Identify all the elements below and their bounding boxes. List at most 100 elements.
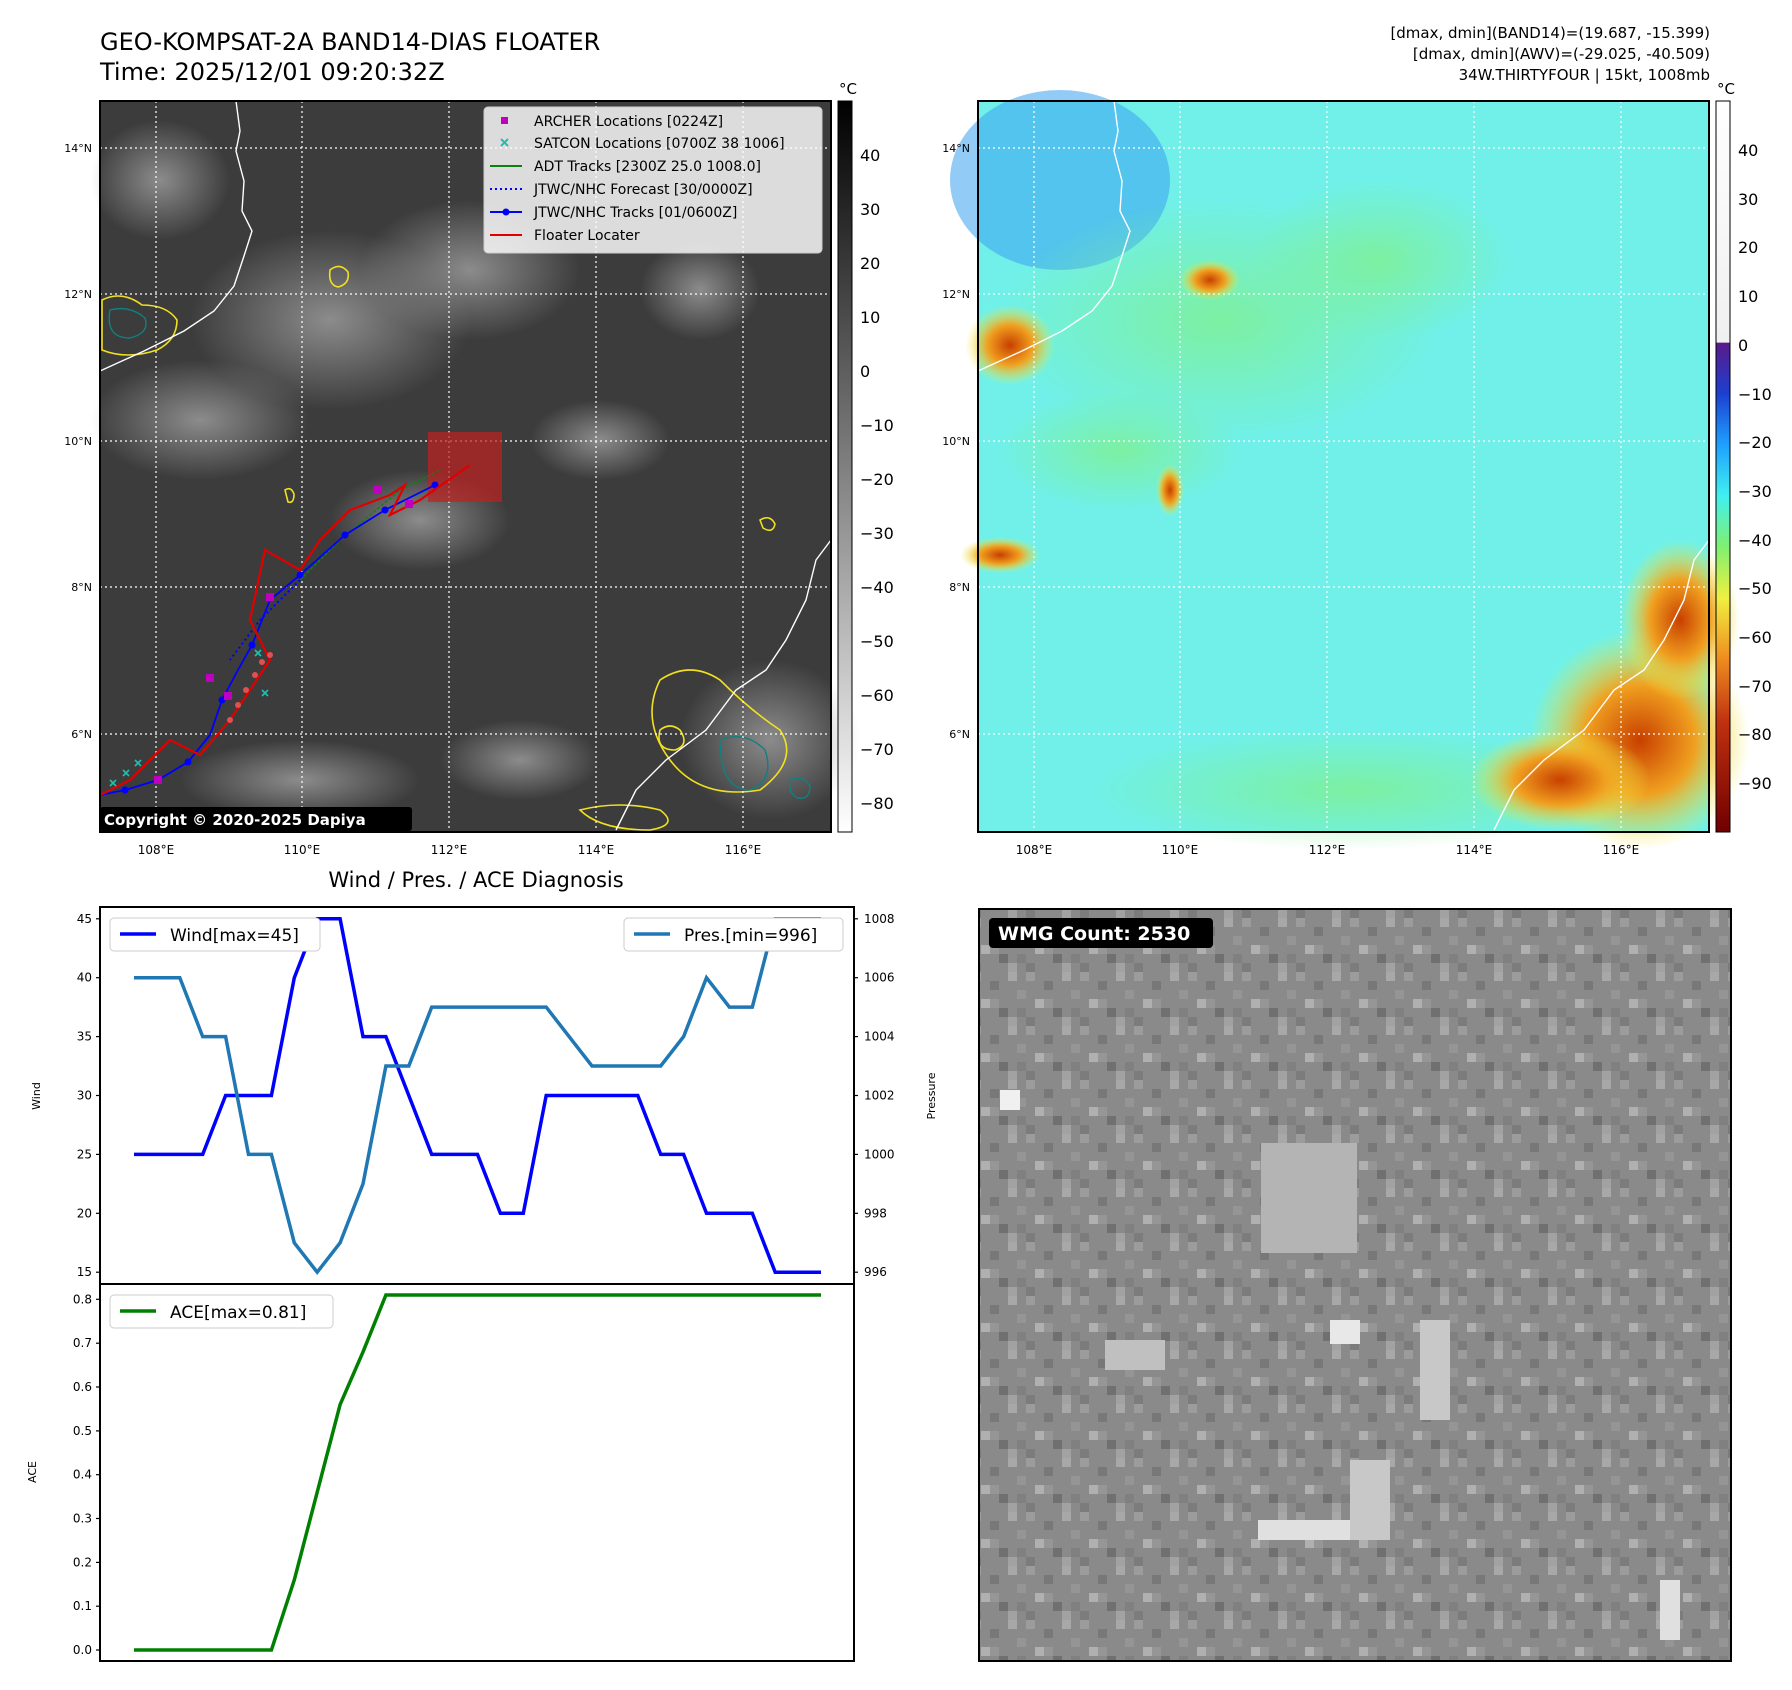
wind-tick-label: 20 (77, 1206, 92, 1220)
ace-legend: ACE[max=0.81] (109, 1294, 334, 1329)
wind-axis-ticks: 45 40 35 30 25 20 15 (77, 912, 100, 1279)
legend-satcon-marker (500, 138, 509, 147)
info-awv-range: [dmax, dmin](AWV)=(-29.025, -40.509) (1413, 45, 1710, 63)
svg-text:−20: −20 (860, 470, 894, 489)
svg-text:110°E: 110°E (1162, 843, 1199, 857)
svg-text:12°N: 12°N (942, 288, 970, 301)
pressure-series-line (134, 917, 821, 1276)
left-colorbar-ticks: 40 30 20 10 0 −10 −20 −30 −40 −50 −60 −7… (860, 146, 894, 813)
wmg-count-label: WMG Count: 2530 (998, 923, 1190, 945)
wind-series-line (134, 917, 821, 1274)
pressure-axis-label: Pressure (925, 1072, 938, 1119)
wmg-frame (978, 908, 1732, 1662)
svg-text:−40: −40 (860, 578, 894, 597)
svg-text:108°E: 108°E (138, 843, 175, 857)
right-colorbar-ticks: 40 30 20 10 0 −10 −20 −30 −40 −50 −60 −7… (1738, 141, 1772, 793)
pressure-tick-label: 998 (864, 1206, 887, 1220)
svg-text:108°E: 108°E (1016, 843, 1053, 857)
wind-legend-label: Wind[max=45] (170, 926, 299, 946)
legend-floater-label: Floater Locater (534, 228, 640, 244)
ace-plot-frame (99, 1283, 855, 1662)
figure-time: Time: 2025/12/01 09:20:32Z (99, 58, 445, 86)
floater-box (428, 432, 502, 502)
svg-text:10°N: 10°N (64, 435, 92, 448)
legend-adt-label: ADT Tracks [2300Z 25.0 1008.0] (534, 159, 761, 175)
right-colorbar-unit: °C (1717, 80, 1735, 98)
wind-plot-frame (99, 906, 855, 1285)
pressure-tick-label: 1008 (864, 912, 895, 926)
ace-tick-label: 0.8 (73, 1292, 92, 1306)
svg-text:10°N: 10°N (942, 435, 970, 448)
svg-text:−60: −60 (860, 686, 894, 705)
left-map-legend: ARCHER Locations [0224Z] SATCON Location… (483, 106, 823, 254)
ace-series-line (134, 1293, 821, 1652)
svg-text:0: 0 (860, 362, 870, 381)
right-map-lon-labels: 108°E 110°E 112°E 114°E 116°E (1016, 843, 1640, 857)
svg-text:−70: −70 (860, 740, 894, 759)
floater-dense-points (227, 652, 273, 723)
svg-text:14°N: 14°N (64, 142, 92, 155)
svg-text:6°N: 6°N (71, 728, 92, 741)
svg-text:116°E: 116°E (1603, 843, 1640, 857)
ir-contours-inner (108, 307, 811, 799)
svg-text:114°E: 114°E (578, 843, 615, 857)
diagnosis-title: Wind / Pres. / ACE Diagnosis (328, 868, 623, 892)
svg-text:−70: −70 (1738, 677, 1772, 696)
wind-pressure-chart: Wind / Pres. / ACE Diagnosis 45 40 35 30 25 2… (30, 868, 938, 1285)
ace-tick-label: 0.4 (73, 1468, 92, 1482)
svg-text:8°N: 8°N (949, 581, 970, 594)
pressure-tick-label: 1000 (864, 1147, 895, 1161)
left-map-lat-labels: 14°N 12°N 10°N 8°N 6°N (64, 142, 92, 741)
left-map-frame (99, 100, 832, 833)
svg-text:8°N: 8°N (71, 581, 92, 594)
wmg-image (979, 909, 1731, 1661)
svg-text:14°N: 14°N (942, 142, 970, 155)
copyright-badge (100, 807, 412, 831)
right-map-gridlines (978, 101, 1709, 832)
svg-text:30: 30 (1738, 190, 1758, 209)
ace-tick-label: 0.3 (73, 1512, 92, 1526)
floater-locater-track (99, 464, 471, 796)
svg-text:30: 30 (860, 200, 880, 219)
wmg-panel: WMG Count: 2530 (978, 908, 1732, 1662)
archer-locations (154, 486, 413, 784)
svg-text:−60: −60 (1738, 628, 1772, 647)
svg-text:0: 0 (1738, 336, 1748, 355)
ir-contours (101, 265, 788, 831)
ace-legend-box (109, 1294, 334, 1329)
ace-tick-label: 0.5 (73, 1424, 92, 1438)
ace-axis-ticks: 0.8 0.7 0.6 0.5 0.4 0.3 0.2 0.1 0.0 (73, 1292, 100, 1657)
svg-text:−30: −30 (860, 524, 894, 543)
svg-text:114°E: 114°E (1456, 843, 1493, 857)
legend-satcon-label: SATCON Locations [0700Z 38 1006] (534, 136, 785, 152)
enhanced-green-areas (1000, 180, 1610, 850)
legend-jtwc-dot (502, 208, 510, 216)
copyright-text: Copyright © 2020-2025 Dapiya (104, 811, 366, 829)
wmg-count-badge (989, 918, 1213, 948)
wind-tick-label: 15 (77, 1265, 92, 1279)
wind-tick-label: 25 (77, 1147, 92, 1161)
info-band14-range: [dmax, dmin](BAND14)=(19.687, -15.399) (1390, 24, 1710, 42)
svg-text:−80: −80 (1738, 725, 1772, 744)
pressure-tick-label: 1004 (864, 1030, 895, 1044)
pressure-axis-ticks: 1008 1006 1004 1002 1000 998 996 (854, 912, 895, 1279)
wind-tick-label: 40 (77, 971, 92, 985)
wind-legend-box (109, 917, 321, 952)
right-map-frame (977, 100, 1710, 833)
ace-axis-label: ACE (26, 1461, 39, 1483)
svg-text:−80: −80 (860, 794, 894, 813)
svg-text:110°E: 110°E (284, 843, 321, 857)
pressure-legend-label: Pres.[min=996] (684, 926, 817, 946)
left-colorbar-unit: °C (839, 80, 857, 98)
ace-tick-label: 0.0 (73, 1643, 92, 1657)
satcon-locations (109, 649, 269, 787)
ace-chart: 0.8 0.7 0.6 0.5 0.4 0.3 0.2 0.1 0.0 ACE ACE[max=… (26, 1283, 855, 1662)
ace-tick-label: 0.6 (73, 1380, 92, 1394)
svg-text:−20: −20 (1738, 433, 1772, 452)
svg-text:10: 10 (1738, 287, 1758, 306)
legend-box (483, 106, 823, 254)
wind-legend: Wind[max=45] (109, 917, 321, 952)
svg-text:6°N: 6°N (949, 728, 970, 741)
pressure-legend: Pres.[min=996] (623, 917, 844, 952)
svg-text:−50: −50 (860, 632, 894, 651)
